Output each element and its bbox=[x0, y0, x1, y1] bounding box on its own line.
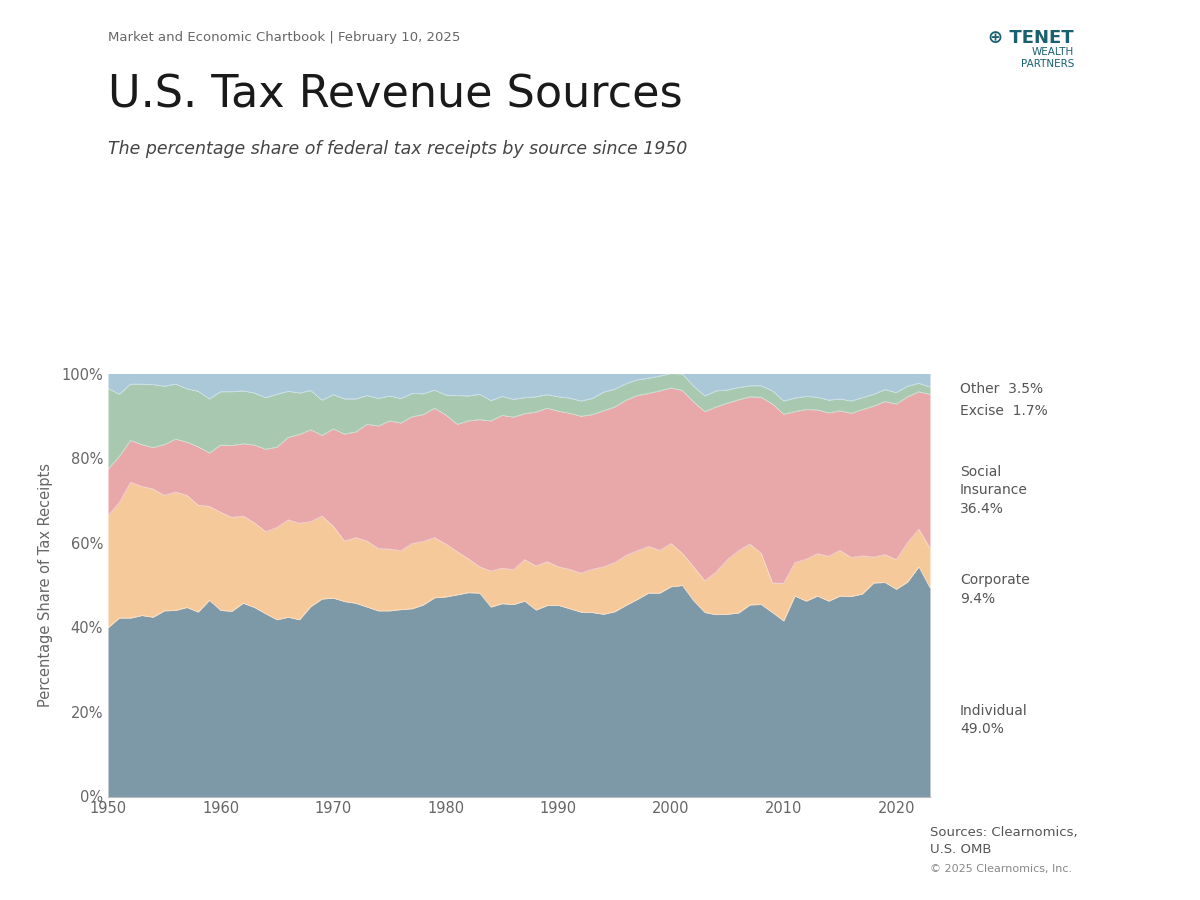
Y-axis label: Percentage Share of Tax Receipts: Percentage Share of Tax Receipts bbox=[38, 463, 53, 707]
Text: Other  3.5%: Other 3.5% bbox=[960, 382, 1043, 396]
Text: Market and Economic Chartbook | February 10, 2025: Market and Economic Chartbook | February… bbox=[108, 32, 461, 44]
Text: Corporate
9.4%: Corporate 9.4% bbox=[960, 573, 1030, 606]
Text: Sources: Clearnomics,
U.S. OMB: Sources: Clearnomics, U.S. OMB bbox=[930, 826, 1078, 856]
Text: Excise  1.7%: Excise 1.7% bbox=[960, 404, 1048, 419]
Text: WEALTH
PARTNERS: WEALTH PARTNERS bbox=[1021, 47, 1074, 69]
Text: © 2025 Clearnomics, Inc.: © 2025 Clearnomics, Inc. bbox=[930, 864, 1072, 874]
Text: Individual
49.0%: Individual 49.0% bbox=[960, 704, 1027, 736]
Text: U.S. Tax Revenue Sources: U.S. Tax Revenue Sources bbox=[108, 74, 683, 117]
Text: The percentage share of federal tax receipts by source since 1950: The percentage share of federal tax rece… bbox=[108, 140, 688, 158]
Text: ⊕ TENET: ⊕ TENET bbox=[989, 29, 1074, 47]
Text: Social
Insurance
36.4%: Social Insurance 36.4% bbox=[960, 465, 1028, 516]
